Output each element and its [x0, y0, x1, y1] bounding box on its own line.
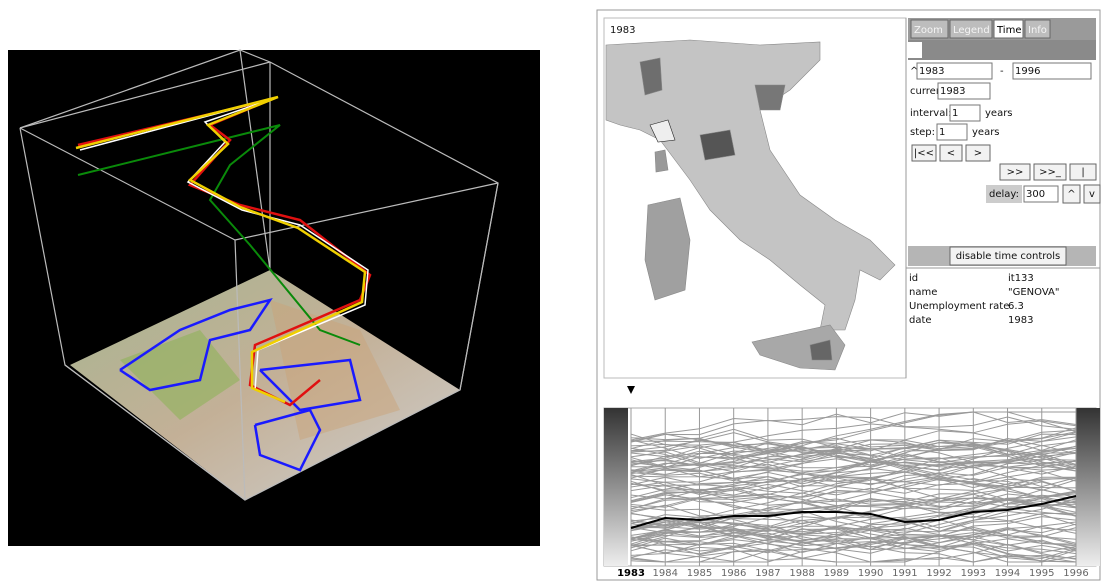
year-label: 1990 [858, 568, 883, 579]
year-label: 1984 [653, 568, 678, 579]
tab-label: Zoom [914, 25, 943, 36]
info-key: date [909, 315, 932, 326]
interval-unit: years [985, 108, 1013, 119]
delay-up-label: ^ [1067, 189, 1075, 200]
to-field-value: 1996 [1015, 66, 1040, 77]
info-value: "GENOVA" [1008, 287, 1059, 298]
time-chart: 1983 1984 1985 1986 1987 1988 1989 1990 1991 1992… [604, 386, 1100, 579]
interval-label: interval: [910, 108, 952, 119]
tab-label: Legend [953, 25, 990, 36]
time-button-label: | [1081, 167, 1084, 178]
time-button-label: |<< [914, 148, 934, 159]
year-label: 1992 [926, 568, 951, 579]
from-field-value: 1983 [919, 66, 944, 77]
info-value: 1983 [1008, 315, 1033, 326]
current-field-value: 1983 [940, 86, 965, 97]
delay-field-value: 300 [1026, 189, 1045, 200]
delay-down-label: v [1089, 189, 1095, 200]
info-key: id [909, 273, 918, 284]
range-dash: - [1000, 66, 1004, 77]
year-label: 1993 [961, 568, 986, 579]
step-unit: years [972, 127, 1000, 138]
year-label: 1994 [995, 568, 1020, 579]
year-label: 1989 [824, 568, 849, 579]
time-button-label: >> [1007, 167, 1024, 178]
info-value: it133 [1008, 273, 1034, 284]
tab-label: Time [996, 25, 1021, 36]
map-year: 1983 [610, 25, 635, 36]
disable-button-label: disable time controls [956, 251, 1061, 262]
year-label: 1983 [617, 568, 645, 579]
year-label: 1988 [789, 568, 814, 579]
year-label: 1987 [755, 568, 780, 579]
time-button-label: < [947, 148, 955, 159]
time-button-label: >>_ [1039, 167, 1062, 178]
year-label: 1995 [1029, 568, 1054, 579]
screenshot: 1983 ZoomLegendTimeInfo^1983-1996current… [0, 0, 1109, 581]
interval-field-value: 1 [952, 108, 958, 119]
info-value: 6.3 [1008, 301, 1024, 312]
step-label: step: [910, 127, 935, 138]
step-field-value: 1 [939, 127, 945, 138]
info-key: name [909, 287, 937, 298]
year-label: 1986 [721, 568, 746, 579]
info-key: Unemployment rate [909, 301, 1009, 312]
year-label: 1985 [687, 568, 712, 579]
time-button-label: > [974, 148, 982, 159]
year-label: 1991 [892, 568, 917, 579]
delay-label: delay: [989, 189, 1019, 200]
tab-label: Info [1028, 25, 1047, 36]
3d-view [8, 50, 540, 546]
year-label: 1996 [1063, 568, 1088, 579]
